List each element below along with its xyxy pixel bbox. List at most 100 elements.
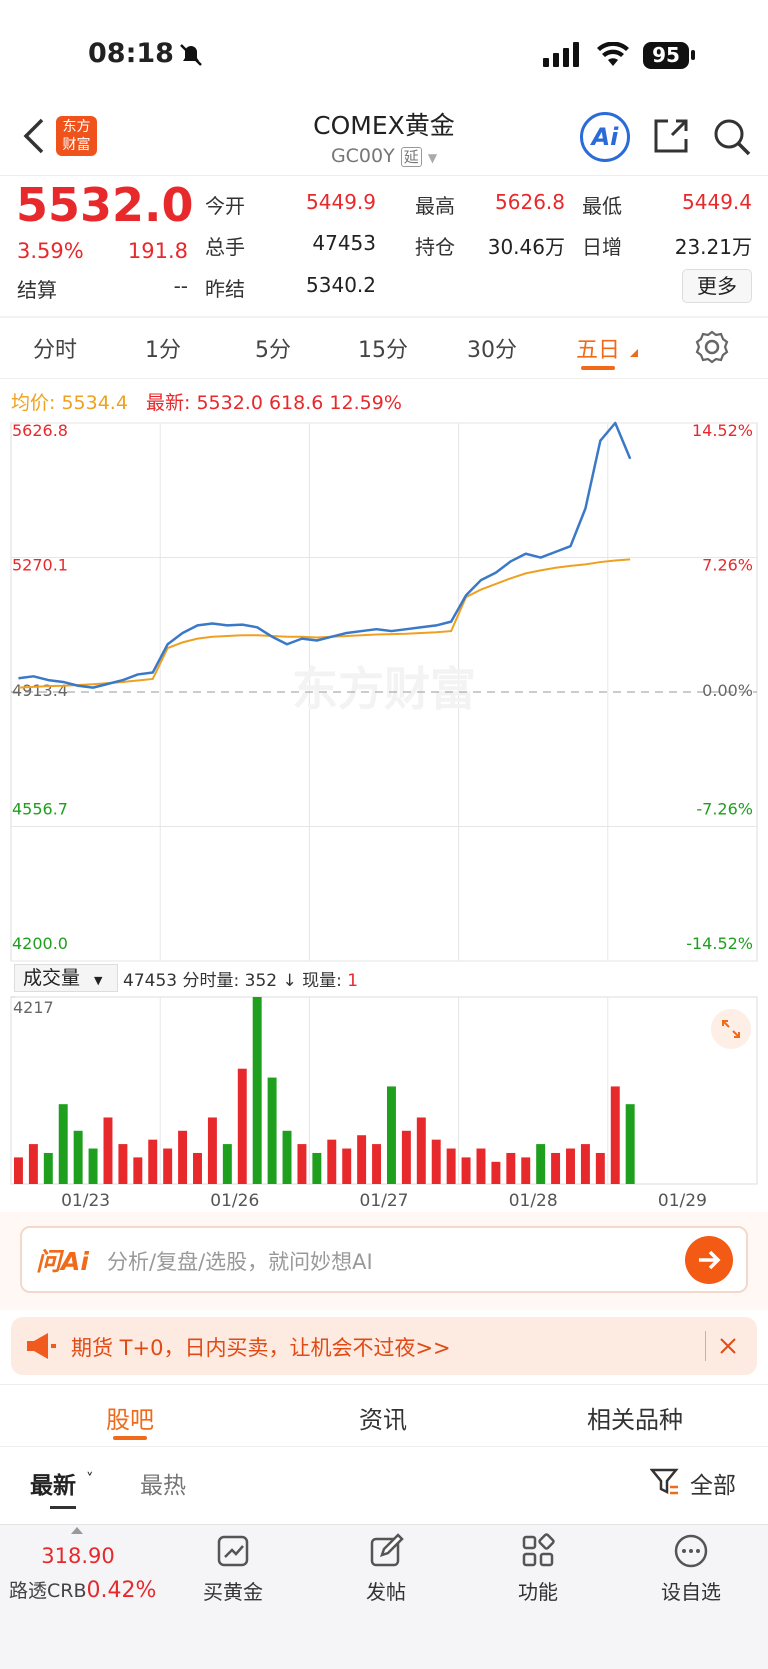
sort-option[interactable]: 最新 <box>30 1473 76 1499</box>
divider <box>705 1331 706 1361</box>
y2-tick-label: -7.26% <box>696 800 753 819</box>
header-code: GC00Y 延 ▼ <box>0 145 768 167</box>
settings-button[interactable] <box>694 329 730 365</box>
volume-bar <box>625 1104 635 1184</box>
sort-caret: ˅ <box>86 1470 94 1488</box>
volume-bar <box>207 1117 217 1184</box>
icon <box>522 1533 555 1567</box>
dropdown-marker <box>630 349 638 357</box>
volume-bar <box>28 1144 38 1184</box>
expand-icon <box>722 1020 740 1038</box>
x-tick-label: 01/23 <box>61 1191 110 1211</box>
signal-icon <box>543 42 579 67</box>
chart-info: 均价: 5534.4 最新: 5532.0 618.6 12.59% <box>11 388 402 415</box>
share-button[interactable] <box>652 117 690 155</box>
minute-volume: 352 <box>244 971 278 991</box>
field-value: 5340.2 <box>306 273 376 297</box>
period-tab[interactable]: 1分 <box>145 338 181 363</box>
field-label: 总手 <box>205 235 245 259</box>
field-label: 今开 <box>205 194 245 218</box>
minute-volume-label: 分时量: <box>182 971 240 991</box>
field-value: 5449.9 <box>306 190 376 214</box>
divider <box>0 1384 768 1385</box>
ask-send[interactable] <box>685 1236 733 1284</box>
avg-value: 5534.4 <box>61 392 128 414</box>
ai-button[interactable]: Ai <box>580 112 630 162</box>
volume-tick-label: 4217 <box>13 998 54 1017</box>
logo-line: 财富 <box>62 137 91 153</box>
nav-icon[interactable] <box>673 1533 709 1569</box>
nav-label[interactable]: 设自选 <box>661 1580 721 1604</box>
last-label: 最新: <box>145 392 191 414</box>
search-button[interactable] <box>712 117 752 157</box>
expand-button[interactable] <box>711 1009 751 1049</box>
field-value: 30.46万 <box>487 235 565 259</box>
content-tab[interactable]: 股吧 <box>106 1406 154 1434</box>
x-tick-label: 01/29 <box>658 1191 707 1211</box>
sort-option[interactable]: 最热 <box>140 1473 186 1499</box>
delay-tag: 延 <box>400 147 422 167</box>
period-tab[interactable]: 30分 <box>467 338 517 363</box>
content-tab[interactable]: 资讯 <box>359 1406 407 1434</box>
app-logo: 东方 财富 <box>56 116 97 156</box>
ask-brand: 问Ai <box>36 1247 89 1276</box>
promo-banner[interactable]: 期货 T+0，日内买卖，让机会不过夜>> <box>11 1317 757 1375</box>
period-tab[interactable]: 15分 <box>358 338 408 363</box>
y-tick-label: 4913.4 <box>12 681 68 700</box>
index-price[interactable]: 318.90 <box>41 1544 115 1568</box>
promo-text: 期货 T+0，日内买卖，让机会不过夜>> <box>71 1336 451 1360</box>
y-tick-label: 4200.0 <box>12 934 68 953</box>
change: 191.8 <box>127 239 188 263</box>
y2-tick-label: 0.00% <box>702 681 753 700</box>
indicator-selector[interactable]: 成交量 ▼ <box>14 964 118 992</box>
y-tick-label: 4556.7 <box>12 800 68 819</box>
volume-info: 47453 分时量: 352 ↓ 现量: 1 <box>123 966 358 991</box>
volume-bar <box>566 1148 575 1184</box>
nav-icon[interactable] <box>520 1533 556 1569</box>
ask-box[interactable]: 问Ai 分析/复盘/选股，就问妙想AI <box>20 1226 748 1293</box>
nav-icon[interactable] <box>368 1533 404 1569</box>
field-value: 5449.4 <box>682 190 752 214</box>
close-button[interactable] <box>719 1337 737 1355</box>
volume-frame <box>10 996 758 1185</box>
period-tab[interactable]: 五日 <box>575 338 620 363</box>
volume-bar <box>73 1130 83 1184</box>
volume-bar <box>506 1152 516 1184</box>
back-button[interactable] <box>22 118 46 154</box>
bell-off-icon <box>180 44 202 66</box>
change-pct: 3.59% <box>17 239 84 263</box>
chart: 东方财富 5626.8 14.52% 5270.1 7.26% 4913.4 0.00% 45… <box>10 421 758 1211</box>
volume-bar <box>327 1139 337 1184</box>
volume-bar <box>401 1130 411 1184</box>
divider <box>0 316 768 318</box>
y-tick-label: 5270.1 <box>12 556 68 575</box>
last-value: 5532.0 <box>196 392 263 414</box>
volume-bar <box>595 1152 605 1184</box>
volume-bar <box>163 1148 173 1184</box>
divider <box>0 175 768 176</box>
nav-label[interactable]: 买黄金 <box>203 1580 263 1604</box>
nav-label[interactable]: 发帖 <box>366 1580 406 1604</box>
more-button[interactable]: 更多 <box>682 269 752 303</box>
avg-label: 均价: <box>11 392 56 414</box>
volume-bar <box>431 1139 441 1184</box>
volume-bar <box>43 1152 53 1184</box>
ask-placeholder: 分析/复盘/选股，就问妙想AI <box>107 1250 373 1274</box>
nav-icon[interactable] <box>215 1533 251 1569</box>
volume-bar <box>267 1077 277 1184</box>
index-name[interactable]: 路透CRB0.42% <box>9 1576 156 1603</box>
volume-bar <box>133 1157 143 1184</box>
field-label: 日增 <box>582 235 622 259</box>
battery: 95 <box>643 42 689 69</box>
content-tab[interactable]: 相关品种 <box>587 1406 683 1434</box>
arrow: ↓ <box>282 971 297 991</box>
watermark: 东方财富 <box>292 662 476 716</box>
battery-tip <box>691 50 695 60</box>
current-volume-label: 现量: <box>302 971 342 991</box>
nav-label[interactable]: 功能 <box>518 1580 558 1604</box>
filter-label[interactable]: 全部 <box>690 1473 736 1499</box>
period-tab[interactable]: 分时 <box>32 338 77 363</box>
volume-bar <box>118 1144 128 1184</box>
period-tab[interactable]: 5分 <box>255 338 291 363</box>
